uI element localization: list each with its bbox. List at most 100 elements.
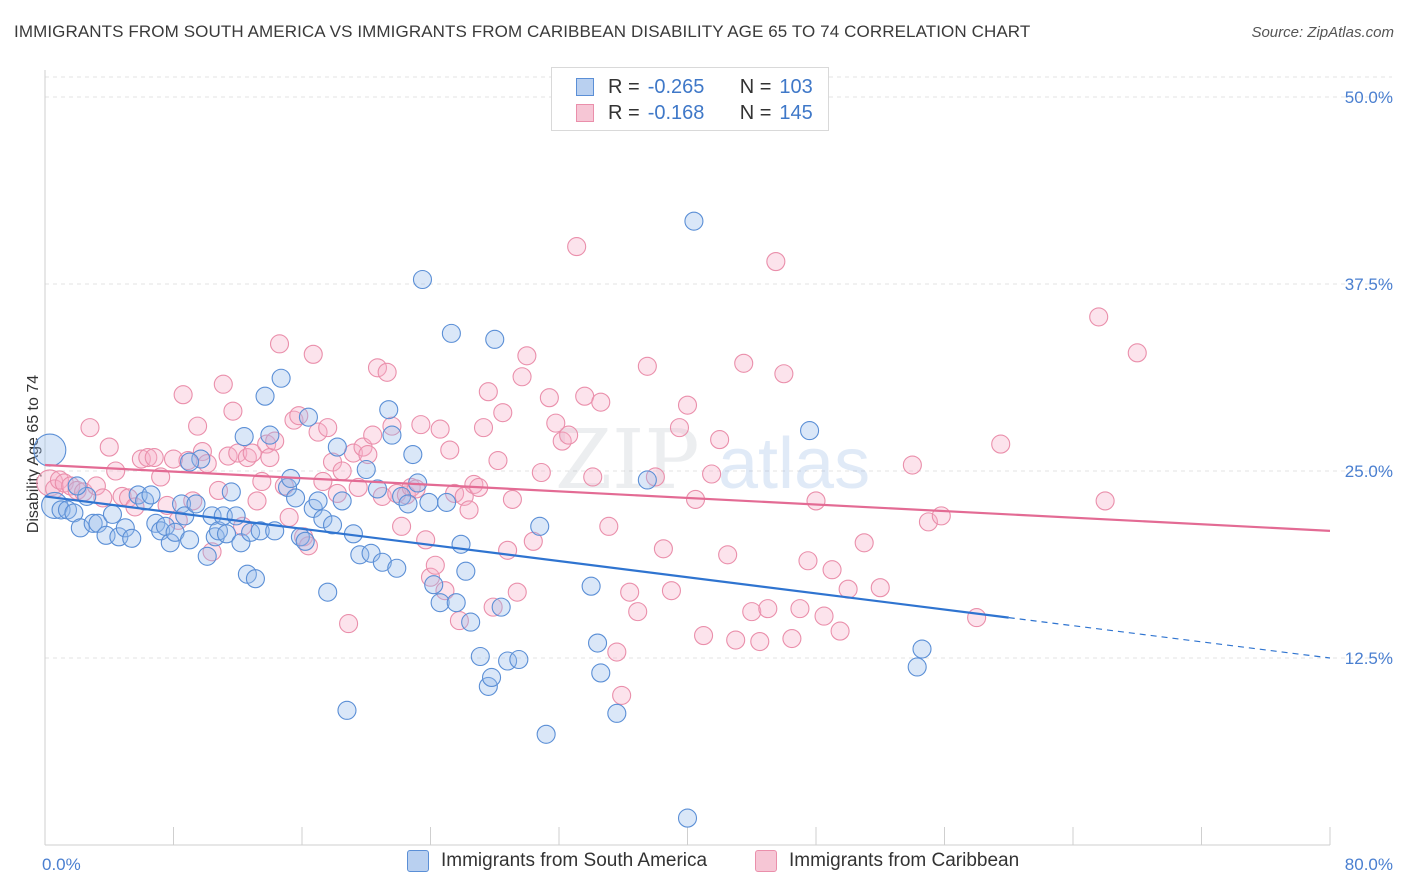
caribbean-point	[242, 443, 262, 463]
caribbean-point	[628, 602, 648, 622]
south-america-point	[430, 593, 450, 613]
caribbean-point	[766, 252, 786, 272]
south-america-point	[122, 528, 142, 548]
south-america-point	[470, 646, 490, 667]
legend-label-caribbean: Immigrants from Caribbean	[789, 850, 1020, 871]
south-america-point	[260, 425, 280, 445]
south-america-point	[581, 576, 601, 596]
legend-n-label: N =	[739, 75, 772, 98]
caribbean-point	[726, 630, 746, 650]
caribbean-point	[473, 418, 494, 438]
caribbean-point	[1095, 491, 1115, 511]
caribbean-point	[599, 516, 619, 536]
south-america-point	[398, 494, 418, 514]
south-america-point	[912, 639, 932, 659]
caribbean-point	[661, 581, 681, 601]
caribbean-point	[260, 447, 280, 468]
south-america-point	[327, 437, 347, 457]
caribbean-point	[702, 464, 722, 484]
caribbean-point	[173, 385, 193, 405]
caribbean-point	[213, 374, 233, 394]
caribbean-point	[228, 443, 248, 463]
caribbean-point	[80, 418, 100, 438]
south-america-point	[70, 518, 90, 538]
south-america-point	[509, 649, 529, 670]
caribbean-point	[430, 419, 450, 439]
y-tick-label: 12.5%	[1345, 649, 1393, 668]
caribbean-point	[289, 406, 309, 426]
legend-swatch-blue	[407, 850, 429, 872]
south-america-trend-line	[44, 495, 1009, 619]
south-america-point	[677, 808, 698, 828]
caribbean-point	[493, 403, 513, 423]
caribbean-point	[607, 642, 627, 662]
south-america-point	[245, 569, 265, 589]
caribbean-point	[303, 344, 323, 364]
caribbean-trend-line	[44, 463, 1331, 532]
caribbean-point	[782, 629, 802, 649]
south-america-point	[234, 427, 254, 447]
caribbean-point	[502, 489, 522, 509]
caribbean-point	[313, 471, 333, 492]
south-america-point	[607, 703, 627, 723]
caribbean-point	[838, 579, 858, 599]
south-america-point	[160, 533, 180, 553]
south-america-point	[205, 527, 225, 547]
caribbean-point	[163, 449, 184, 469]
chart-source: Source: ZipAtlas.com	[1251, 24, 1394, 41]
south-america-point	[313, 509, 333, 529]
caribbean-point	[507, 582, 527, 602]
caribbean-point	[991, 434, 1011, 454]
caribbean-point	[363, 425, 383, 445]
south-america-point	[322, 515, 343, 535]
caribbean-point	[710, 430, 730, 450]
caribbean-point	[425, 555, 445, 575]
caribbean-point	[758, 599, 778, 619]
caribbean-point	[531, 462, 551, 483]
south-america-point	[180, 530, 200, 550]
south-america-point	[403, 444, 423, 465]
axes	[44, 70, 1331, 846]
south-america-point	[372, 552, 392, 572]
south-america-point	[587, 633, 608, 653]
south-america-point	[332, 491, 352, 511]
caribbean-point	[694, 626, 714, 646]
south-america-point	[318, 582, 338, 602]
caribbean-point	[183, 491, 203, 511]
south-america-point	[191, 449, 211, 469]
caribbean-point	[348, 477, 368, 498]
south-america-point	[461, 612, 481, 632]
south-america-point	[255, 386, 275, 406]
caribbean-point	[734, 353, 754, 373]
caribbean-point	[440, 440, 460, 460]
trend-lines	[44, 463, 1331, 659]
south-america-point	[180, 452, 200, 472]
legend-item-south-america: Immigrants from South America	[407, 850, 707, 872]
caribbean-point	[750, 631, 770, 652]
caribbean-point	[1089, 307, 1109, 327]
caribbean-point	[798, 551, 818, 571]
x-tick-label: 80.0%	[1345, 855, 1393, 874]
south-america-point	[907, 657, 927, 677]
caribbean-point	[854, 533, 874, 553]
caribbean-point	[870, 578, 890, 598]
caribbean-point	[223, 401, 243, 421]
south-america-point	[141, 485, 161, 505]
caribbean-point	[669, 418, 690, 438]
caribbean-point	[902, 455, 922, 475]
legend-row-south-america: R = -0.265 N = 103	[576, 75, 813, 99]
caribbean-point	[269, 334, 290, 354]
south-america-point	[800, 421, 820, 441]
south-america-point	[271, 368, 291, 388]
caribbean-point	[435, 581, 455, 601]
watermark-atlas: atlas	[718, 424, 870, 504]
caribbean-point	[517, 346, 537, 366]
south-america-point	[115, 518, 135, 538]
south-america-point	[379, 400, 399, 420]
south-america-point	[67, 476, 87, 496]
caribbean-point	[247, 491, 267, 511]
caribbean-point	[411, 415, 431, 435]
south-america-point	[337, 700, 357, 720]
caribbean-point	[488, 450, 508, 471]
